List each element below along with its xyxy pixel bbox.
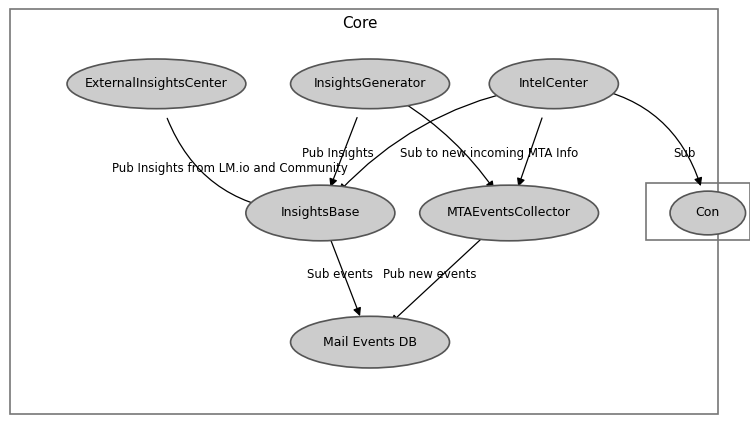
- Text: ExternalInsightsCenter: ExternalInsightsCenter: [85, 77, 228, 91]
- Text: Core: Core: [342, 16, 378, 31]
- Text: Pub Insights: Pub Insights: [302, 147, 374, 160]
- Ellipse shape: [290, 316, 450, 368]
- Text: Sub events: Sub events: [308, 268, 373, 281]
- Text: InsightsBase: InsightsBase: [280, 206, 360, 220]
- Ellipse shape: [670, 191, 745, 235]
- Text: Pub Insights from LM.io and Community: Pub Insights from LM.io and Community: [112, 162, 347, 175]
- Text: InsightsGenerator: InsightsGenerator: [314, 77, 426, 91]
- Text: Con: Con: [696, 206, 720, 220]
- Text: Mail Events DB: Mail Events DB: [323, 335, 417, 349]
- Ellipse shape: [290, 59, 450, 109]
- Text: Sub: Sub: [673, 147, 695, 160]
- Text: MTAEventsCollector: MTAEventsCollector: [447, 206, 571, 220]
- Bar: [646, 183, 750, 240]
- Ellipse shape: [246, 185, 395, 241]
- Ellipse shape: [67, 59, 246, 109]
- Ellipse shape: [420, 185, 599, 241]
- Text: Pub new events: Pub new events: [383, 268, 477, 281]
- Text: IntelCenter: IntelCenter: [519, 77, 589, 91]
- Text: Sub to new incoming MTA Info: Sub to new incoming MTA Info: [400, 147, 578, 160]
- Ellipse shape: [490, 59, 618, 109]
